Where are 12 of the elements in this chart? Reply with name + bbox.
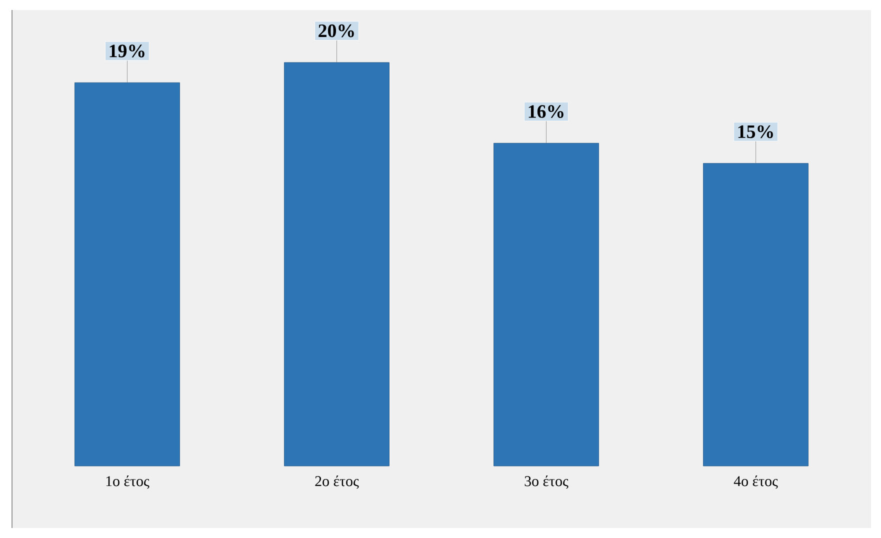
x-tick-label: 2ο έτος (315, 476, 359, 489)
data-label: 19% (110, 44, 144, 58)
data-label: 20% (318, 24, 354, 38)
bar (284, 62, 390, 466)
bar (703, 163, 808, 466)
bar (74, 82, 180, 466)
x-tick-label: 4ο έτος (734, 476, 778, 489)
x-tick-label: 1ο έτος (106, 476, 150, 489)
data-label: 16% (528, 105, 564, 118)
bar (494, 142, 599, 466)
x-tick-label: 3ο έτος (524, 476, 568, 489)
data-label: 15% (738, 125, 773, 138)
